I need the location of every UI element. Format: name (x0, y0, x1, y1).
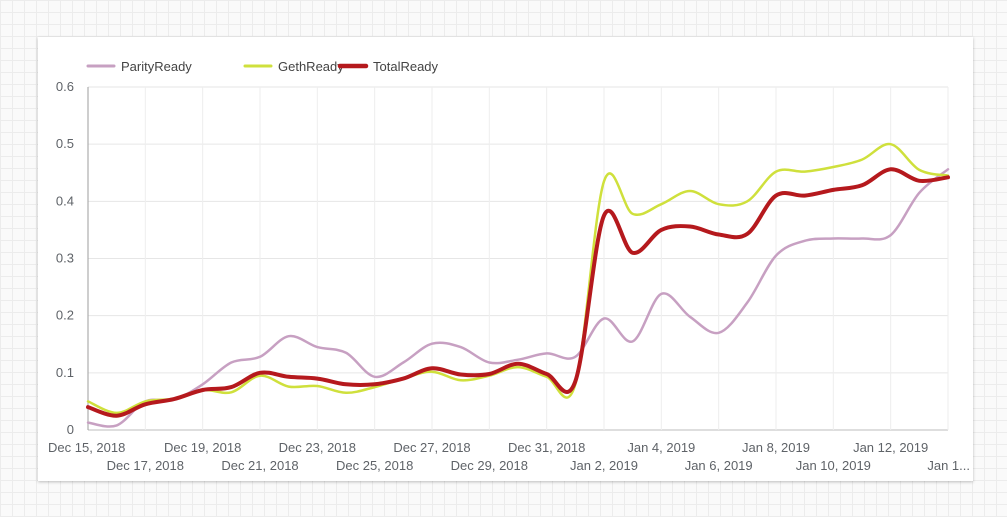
y-tick-label: 0.4 (56, 193, 74, 208)
x-tick-label: Dec 17, 2018 (107, 458, 184, 473)
y-tick-label: 0.5 (56, 136, 74, 151)
legend-label: ParityReady (121, 59, 192, 74)
y-tick-label: 0 (67, 422, 74, 437)
x-tick-label: Jan 12, 2019 (853, 440, 928, 455)
chart-card: 0 0.1 0.2 0.3 0.4 0.5 0.6 Dec 15, 2018 Dec 17, 2… (38, 37, 973, 481)
y-tick-label: 0.3 (56, 251, 74, 266)
x-tick-label: Dec 19, 2018 (164, 440, 241, 455)
x-tick-label: Dec 27, 2018 (393, 440, 470, 455)
series-line-GethReady (86, 142, 950, 415)
x-tick-label: Jan 10, 2019 (796, 458, 871, 473)
x-tick-label: Dec 25, 2018 (336, 458, 413, 473)
x-tick-label: Dec 29, 2018 (451, 458, 528, 473)
x-tick-label: Jan 8, 2019 (742, 440, 810, 455)
x-tick-label: Dec 15, 2018 (48, 440, 125, 455)
x-tick-label: Dec 21, 2018 (221, 458, 298, 473)
y-tick-label: 0.1 (56, 365, 74, 380)
y-tick-label: 0.6 (56, 79, 74, 94)
x-tick-label: Jan 2, 2019 (570, 458, 638, 473)
series-line-ParityReady (86, 168, 950, 428)
x-tick-label: Dec 23, 2018 (279, 440, 356, 455)
x-tick-label: Jan 6, 2019 (685, 458, 753, 473)
series-line-TotalReady (86, 167, 950, 418)
legend-label: TotalReady (373, 59, 439, 74)
legend-label: GethReady (278, 59, 344, 74)
x-tick-label: Dec 31, 2018 (508, 440, 585, 455)
x-tick-label: Jan 1... (927, 458, 970, 473)
y-tick-label: 0.2 (56, 308, 74, 323)
line-chart: 0 0.1 0.2 0.3 0.4 0.5 0.6 Dec 15, 2018 Dec 17, 2… (48, 59, 970, 473)
x-tick-label: Jan 4, 2019 (627, 440, 695, 455)
